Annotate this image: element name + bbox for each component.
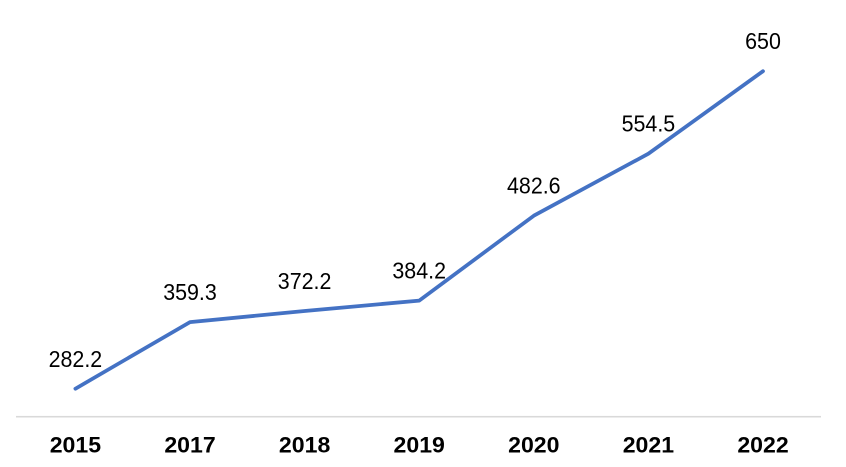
svg-text:372.2: 372.2 [278, 268, 332, 294]
svg-text:2021: 2021 [623, 433, 674, 457]
svg-text:282.2: 282.2 [49, 346, 103, 372]
svg-text:482.6: 482.6 [507, 173, 561, 199]
svg-text:554.5: 554.5 [622, 111, 676, 137]
svg-text:2019: 2019 [394, 433, 445, 457]
svg-text:2022: 2022 [737, 433, 788, 457]
svg-text:2017: 2017 [164, 433, 215, 457]
svg-text:2015: 2015 [50, 433, 101, 457]
svg-text:359.3: 359.3 [163, 279, 217, 305]
svg-text:2020: 2020 [508, 433, 559, 457]
svg-text:2018: 2018 [279, 433, 330, 457]
svg-text:650: 650 [745, 28, 781, 54]
svg-text:384.2: 384.2 [392, 258, 446, 284]
